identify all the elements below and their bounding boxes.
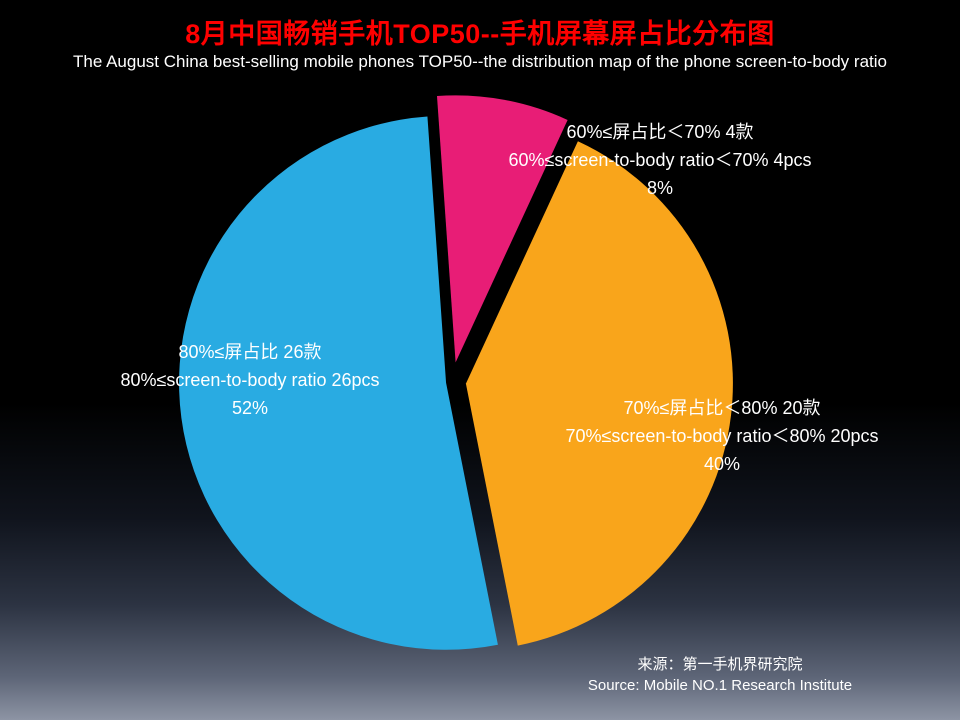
pie-slice-ratio-60-70 <box>436 95 568 363</box>
slice-label-60-70-percent: 8% <box>646 178 673 198</box>
slice-label-80-plus-percent: 52% <box>231 398 269 418</box>
pie-chart-svg <box>179 95 733 650</box>
slice-label-60-70-zh: 60%≤屏占比＜70% 4款 <box>566 122 754 142</box>
source-note-en: Source: Mobile NO.1 Research Institute <box>587 677 853 694</box>
slice-label-80-plus-zh: 80%≤屏占比 26款 <box>178 342 322 362</box>
slice-label-70-80-percent: 40% <box>703 454 741 474</box>
page-subtitle: The August China best-selling mobile pho… <box>73 52 887 71</box>
slice-label-70-80-en: 70%≤screen-to-body ratio＜80% 20pcs <box>565 426 879 446</box>
page-title: 8月中国畅销手机TOP50--手机屏幕屏占比分布图 <box>185 19 775 49</box>
pie-chart <box>132 62 772 702</box>
slice-label-80-plus: 80%≤屏占比 26款 80%≤screen-to-body ratio 26p… <box>30 338 470 422</box>
slice-label-60-70-en: 60%≤screen-to-body ratio＜70% 4pcs <box>508 150 812 170</box>
slice-label-80-plus-en: 80%≤screen-to-body ratio 26pcs <box>120 370 380 390</box>
source-note-zh: 来源：第一手机界研究院 <box>637 656 803 673</box>
pie-slice-ratio-70-80 <box>465 141 733 646</box>
slice-label-70-80-zh: 70%≤屏占比＜80% 20款 <box>623 398 821 418</box>
slice-label-70-80: 70%≤屏占比＜80% 20款 70%≤screen-to-body ratio… <box>482 394 960 478</box>
pie-slice-ratio-80-plus <box>179 116 498 650</box>
slice-label-60-70: 60%≤屏占比＜70% 4款 60%≤screen-to-body ratio＜… <box>400 118 920 202</box>
source-note: 来源：第一手机界研究院 Source: Mobile NO.1 Research… <box>480 654 960 696</box>
